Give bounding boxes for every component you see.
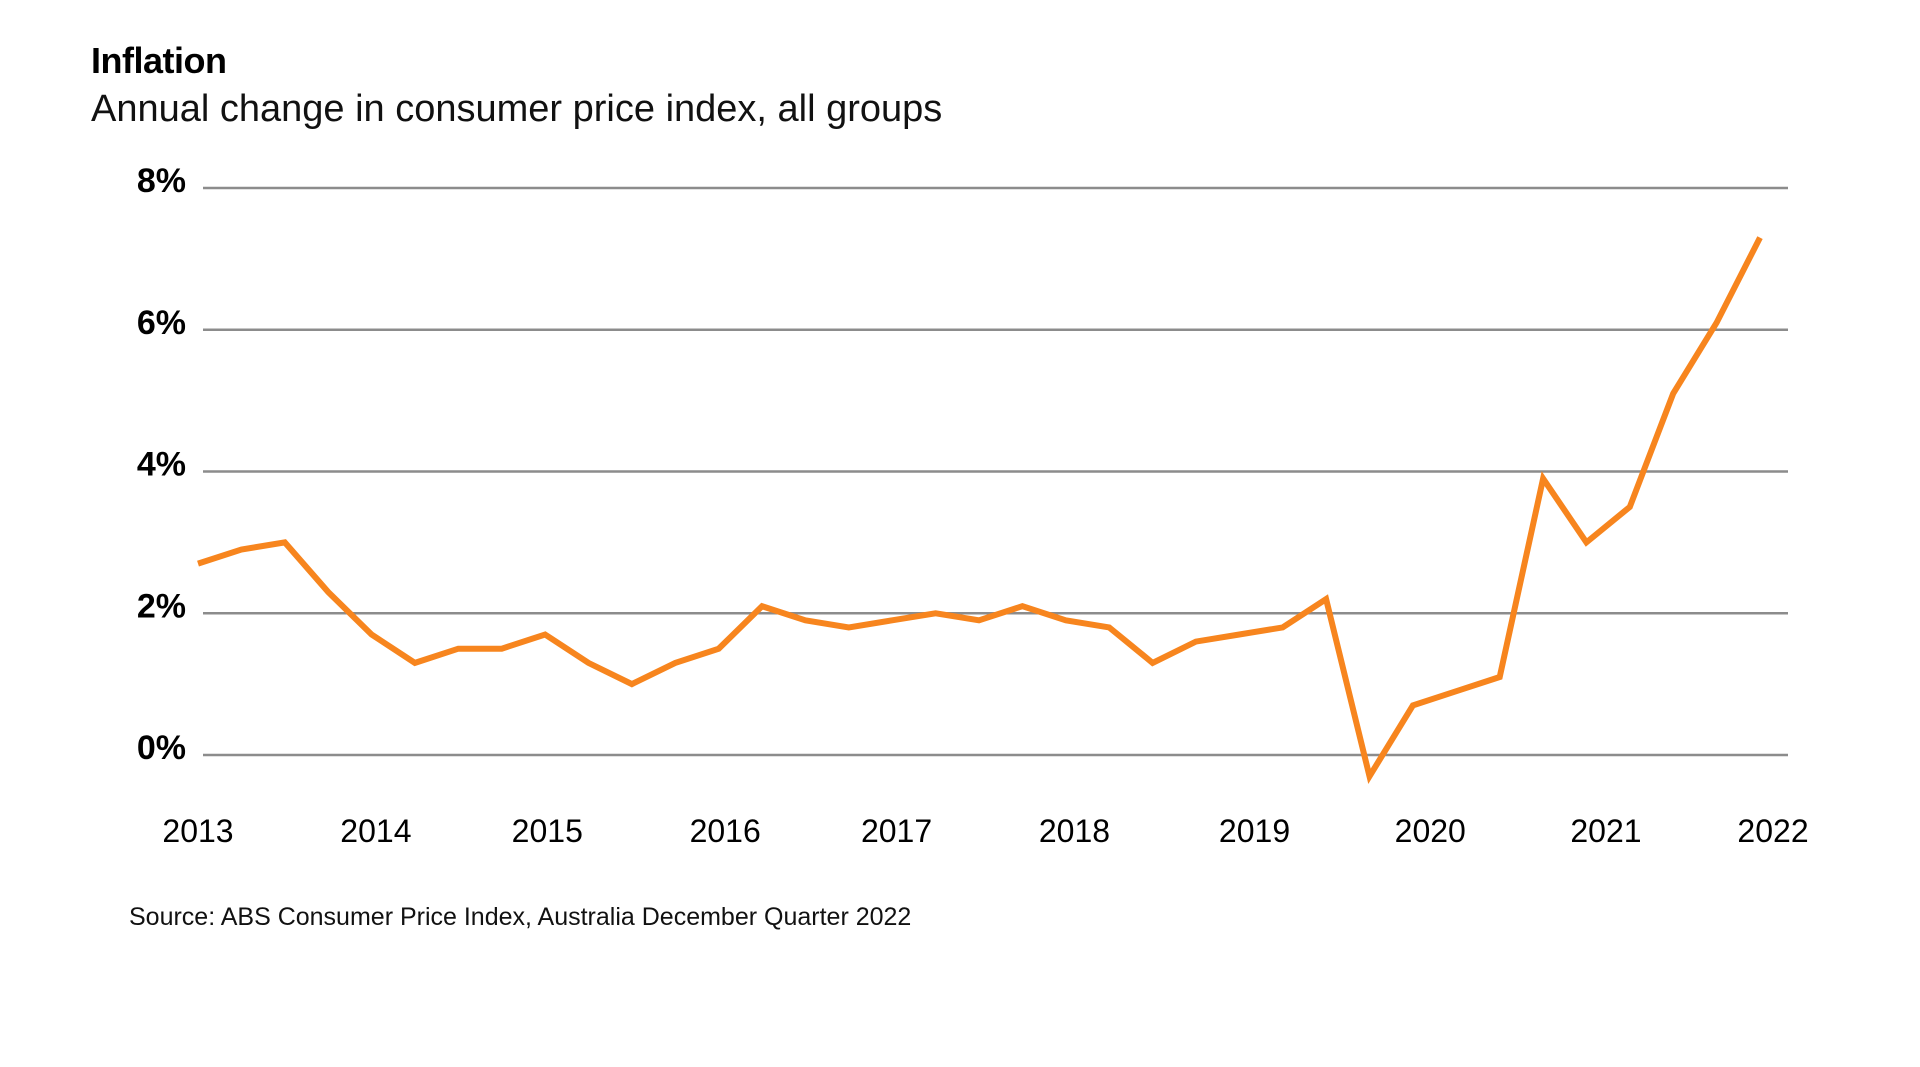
source-note: Source: ABS Consumer Price Index, Austra… [129,903,912,931]
gridlines [203,186,1788,757]
y-tick-label: 6% [137,304,186,342]
y-tick-label: 2% [137,587,186,625]
chart-subtitle: Annual change in consumer price index, a… [91,88,943,130]
y-tick-label: 8% [137,162,186,200]
cpi-series-line [197,236,1763,785]
x-tick-label: 2015 [512,813,583,849]
x-tick-label: 2013 [162,813,233,849]
y-tick-label: 4% [137,446,186,484]
series-layer [197,236,1763,785]
x-tick-label: 2018 [1039,813,1110,849]
x-tick-label: 2017 [861,813,932,849]
x-tick-label: 2016 [690,813,761,849]
chart-title: Inflation [91,40,227,81]
y-tick-label: 0% [137,729,186,767]
y-axis-ticks: 0% 2% 4% 6% 8% [137,162,186,767]
x-tick-label: 2020 [1395,813,1466,849]
x-tick-label: 2014 [340,813,411,849]
x-tick-label: 2021 [1570,813,1641,849]
x-axis-ticks: 2013 2014 2015 2016 2017 2018 2019 2020 2021 2022 [162,813,1808,849]
x-tick-label: 2022 [1737,813,1808,849]
x-tick-label: 2019 [1219,813,1290,849]
